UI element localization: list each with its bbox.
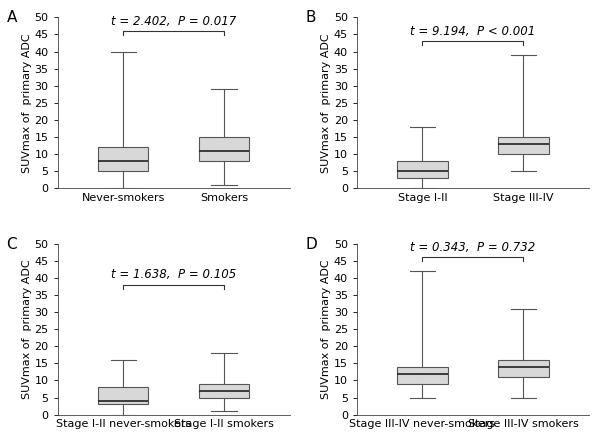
Text: B: B [306,11,316,26]
Text: D: D [306,237,317,252]
PathPatch shape [498,360,548,377]
Y-axis label: SUVmax of  primary ADC: SUVmax of primary ADC [321,33,331,172]
Text: t = 2.402,  P = 0.017: t = 2.402, P = 0.017 [111,15,236,28]
Text: C: C [7,237,17,252]
Y-axis label: SUVmax of  primary ADC: SUVmax of primary ADC [22,33,32,172]
Text: t = 9.194,  P < 0.001: t = 9.194, P < 0.001 [410,25,536,38]
Text: A: A [7,11,17,26]
Text: t = 1.638,  P = 0.105: t = 1.638, P = 0.105 [111,268,236,281]
Text: t = 0.343,  P = 0.732: t = 0.343, P = 0.732 [410,241,536,254]
Y-axis label: SUVmax of  primary ADC: SUVmax of primary ADC [22,259,32,399]
PathPatch shape [199,137,249,161]
PathPatch shape [397,367,448,384]
PathPatch shape [397,161,448,178]
PathPatch shape [199,384,249,398]
Y-axis label: SUVmax of  primary ADC: SUVmax of primary ADC [321,259,331,399]
PathPatch shape [498,137,548,154]
PathPatch shape [98,147,148,171]
PathPatch shape [98,387,148,404]
